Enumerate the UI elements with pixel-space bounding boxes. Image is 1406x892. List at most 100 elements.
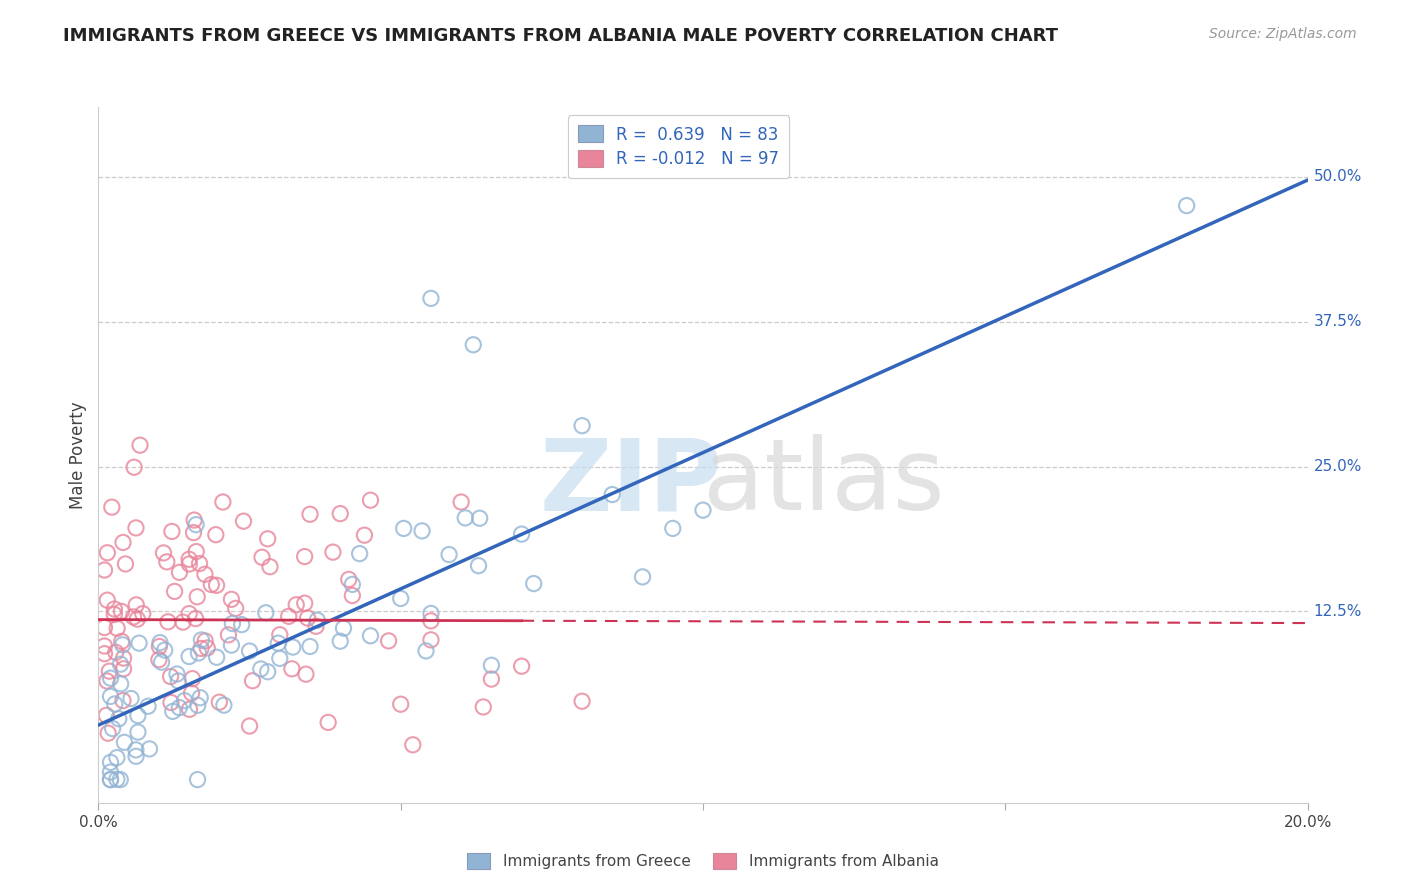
Point: [160, 696, 183, 710]
Text: Source: ZipAtlas.com: Source: ZipAtlas.com: [1209, 27, 1357, 41]
Point: [127, 612, 149, 626]
Point: [112, 662, 135, 676]
Point: [128, 636, 150, 650]
Point: [437, 548, 460, 562]
Point: [186, 590, 208, 604]
Point: [98, 664, 121, 678]
Point: [389, 697, 412, 711]
Point: [454, 511, 477, 525]
Point: [217, 628, 239, 642]
Point: [221, 638, 243, 652]
Point: [159, 669, 181, 683]
Point: [149, 635, 172, 649]
Point: [127, 708, 149, 723]
Point: [110, 772, 132, 787]
Text: atlas: atlas: [703, 434, 945, 532]
Point: [110, 657, 132, 672]
Point: [194, 567, 217, 582]
Point: [156, 555, 179, 569]
Point: [179, 702, 201, 716]
Text: 12.5%: 12.5%: [1313, 604, 1362, 619]
Point: [122, 460, 145, 475]
Point: [420, 607, 443, 621]
Point: [110, 604, 132, 618]
Point: [93, 620, 115, 634]
Point: [160, 524, 183, 539]
Point: [295, 667, 318, 681]
Point: [179, 557, 201, 571]
Point: [200, 577, 222, 591]
Point: [179, 607, 201, 621]
Point: [510, 527, 533, 541]
Point: [195, 640, 218, 655]
Point: [96, 593, 118, 607]
Point: [411, 524, 433, 538]
Point: [125, 743, 148, 757]
Point: [179, 552, 201, 566]
Point: [239, 644, 262, 658]
Point: [169, 566, 191, 580]
Point: [316, 715, 339, 730]
Point: [112, 535, 135, 549]
Point: [183, 525, 205, 540]
Point: [100, 772, 122, 787]
Point: [254, 606, 277, 620]
Point: [420, 614, 443, 628]
Legend: R =  0.639   N = 83, R = -0.012   N = 97: R = 0.639 N = 83, R = -0.012 N = 97: [568, 115, 790, 178]
Point: [112, 651, 135, 665]
Point: [100, 756, 122, 770]
Point: [162, 705, 184, 719]
Point: [299, 640, 322, 654]
Point: [105, 750, 128, 764]
Point: [187, 698, 209, 713]
Point: [225, 601, 247, 615]
Point: [322, 545, 344, 559]
Point: [150, 655, 173, 669]
Point: [184, 517, 207, 532]
Point: [337, 573, 360, 587]
Point: [415, 644, 437, 658]
Point: [231, 617, 253, 632]
Point: [100, 765, 122, 780]
Point: [472, 700, 495, 714]
Point: [269, 651, 291, 665]
Point: [256, 532, 278, 546]
Point: [187, 772, 209, 787]
Point: [93, 563, 115, 577]
Point: [167, 673, 190, 688]
Point: [463, 338, 485, 352]
Point: [481, 658, 503, 673]
Point: [360, 493, 382, 508]
Point: [267, 636, 290, 650]
Point: [307, 613, 329, 627]
Point: [100, 690, 122, 704]
Point: [389, 591, 412, 606]
Point: [148, 653, 170, 667]
Point: [377, 633, 399, 648]
Point: [111, 634, 134, 648]
Point: [204, 527, 226, 541]
Text: 50.0%: 50.0%: [1313, 169, 1362, 184]
Point: [129, 438, 152, 452]
Point: [101, 500, 124, 515]
Text: 25.0%: 25.0%: [1313, 459, 1362, 474]
Point: [190, 641, 212, 656]
Point: [105, 772, 128, 787]
Point: [221, 592, 243, 607]
Point: [392, 521, 415, 535]
Point: [212, 698, 235, 713]
Point: [111, 693, 134, 707]
Point: [163, 584, 186, 599]
Point: [212, 495, 235, 509]
Point: [205, 650, 228, 665]
Point: [450, 495, 472, 509]
Point: [281, 640, 304, 654]
Point: [299, 508, 322, 522]
Point: [153, 643, 176, 657]
Point: [420, 291, 443, 305]
Legend: Immigrants from Greece, Immigrants from Albania: Immigrants from Greece, Immigrants from …: [461, 847, 945, 875]
Point: [188, 557, 211, 571]
Point: [125, 598, 148, 612]
Point: [179, 649, 201, 664]
Point: [571, 694, 593, 708]
